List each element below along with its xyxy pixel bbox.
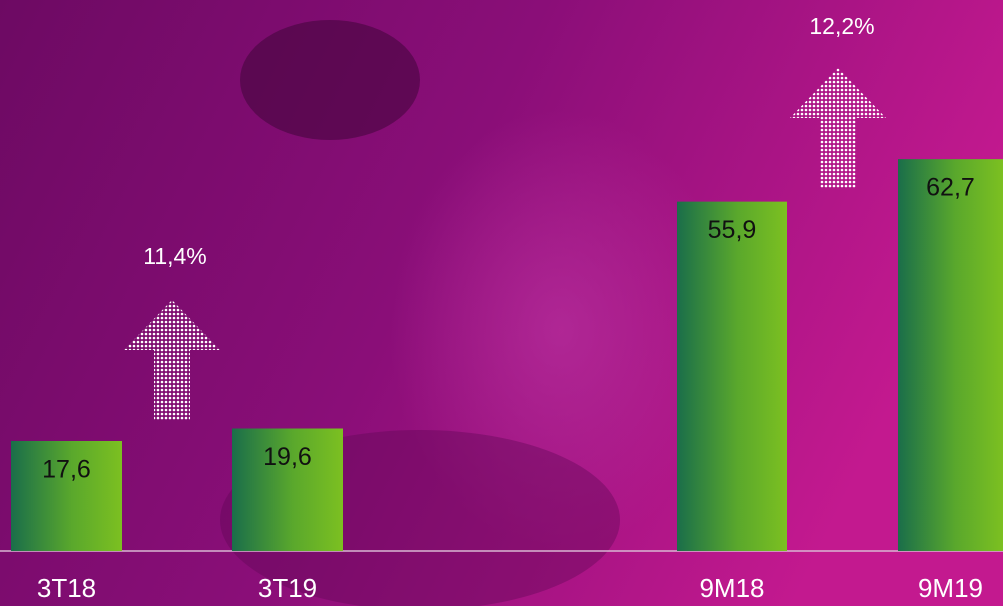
value-label: 55,9 bbox=[708, 216, 757, 244]
x-tick-label: 9M19 bbox=[918, 573, 983, 603]
value-label: 19,6 bbox=[263, 443, 312, 471]
arrow bbox=[124, 68, 886, 420]
value-label: 17,6 bbox=[42, 456, 91, 484]
photo-shade bbox=[240, 20, 420, 140]
up-arrow bbox=[790, 68, 886, 188]
x-tick-label: 3T18 bbox=[37, 573, 96, 603]
bar bbox=[677, 201, 787, 551]
bar bbox=[232, 428, 343, 551]
value-label: 62,7 bbox=[926, 174, 975, 202]
bar bbox=[11, 441, 122, 551]
growth-annotation: 11,4% bbox=[143, 243, 207, 269]
x-tick-label: 3T19 bbox=[258, 573, 317, 603]
growth-annotation: 12,2% bbox=[809, 13, 874, 39]
photo-shade bbox=[390, 110, 730, 550]
up-arrow bbox=[124, 300, 220, 420]
bar bbox=[898, 159, 1003, 551]
x-tick-label: 9M18 bbox=[699, 573, 764, 603]
